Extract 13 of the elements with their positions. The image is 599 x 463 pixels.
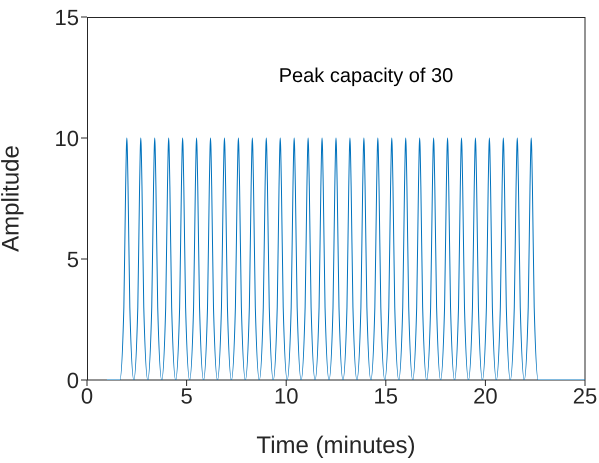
x-tick-label: 15: [374, 384, 398, 409]
x-tick-label: 10: [274, 384, 298, 409]
annotation: Peak capacity of 30: [278, 65, 454, 88]
y-tick-label: 15: [54, 4, 79, 30]
x-axis-title: Time (minutes): [256, 432, 416, 459]
y-tick-label: 0: [66, 368, 79, 393]
x-tick-label: 25: [572, 384, 598, 409]
y-axis-title: Amplitude: [0, 145, 25, 252]
line-series: [106, 138, 585, 380]
y-tick-label: 10: [54, 126, 79, 151]
y-tick-label: 5: [66, 246, 79, 272]
x-tick-label: 5: [180, 384, 193, 409]
x-tick-label: 20: [473, 384, 498, 409]
